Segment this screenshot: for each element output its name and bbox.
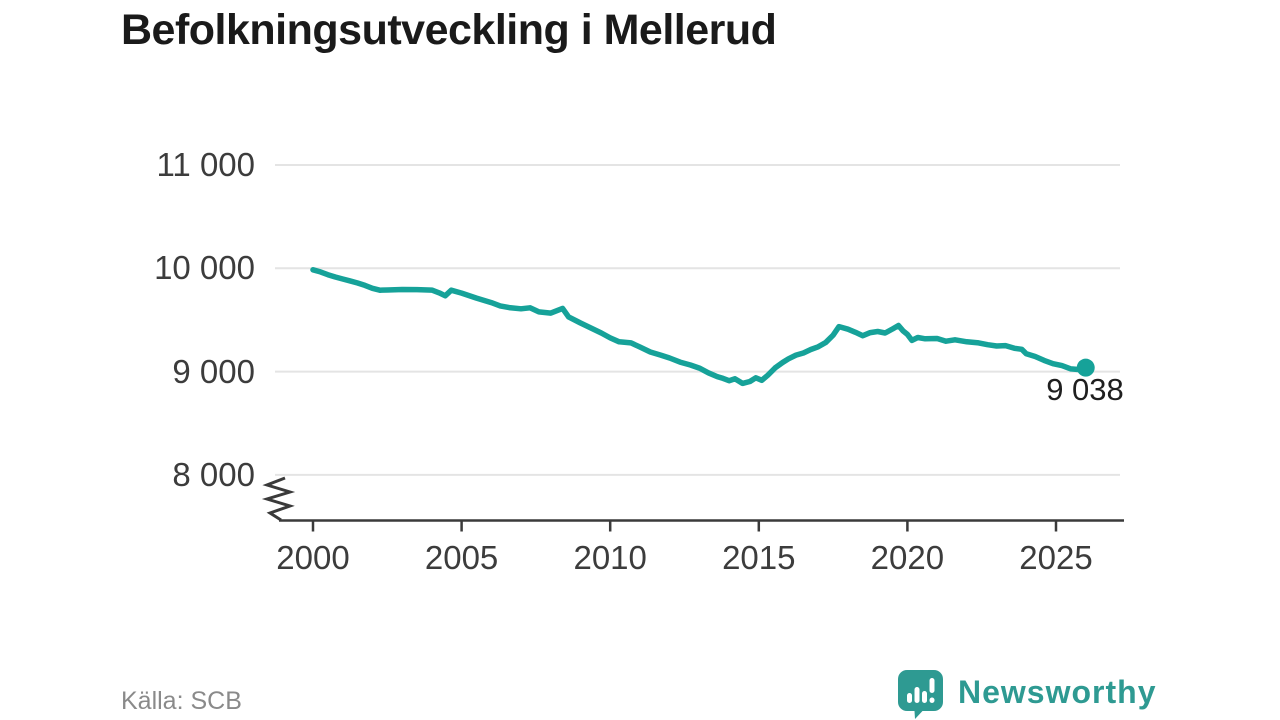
y-axis-tick-label: 10 000	[154, 249, 255, 287]
logo-bubble	[898, 670, 943, 719]
logo-bar-3	[922, 691, 927, 703]
logo-exclamation-dot	[929, 697, 935, 703]
x-axis-tick-label: 2015	[722, 539, 796, 576]
x-axis-tick-label: 2010	[573, 539, 647, 576]
y-axis-tick-label: 11 000	[156, 146, 255, 183]
latest-value-label: 9 038	[1046, 372, 1124, 407]
x-axis-tick-label: 2005	[424, 539, 499, 576]
newsworthy-brand: Newsworthy	[897, 669, 1156, 719]
latest-value-dot	[1076, 358, 1095, 377]
population-line	[310, 267, 1089, 387]
source-label: Källa: SCB	[121, 687, 242, 715]
logo-bar-1	[907, 693, 912, 703]
newsworthy-logo-icon	[898, 670, 943, 719]
logo-exclamation-bar	[929, 678, 935, 693]
y-axis-tick-label: 8 000	[172, 455, 255, 493]
newsworthy-wordmark: Newsworthy	[958, 673, 1157, 710]
x-axis-tick-label: 2000	[276, 539, 350, 576]
y-axis-tick-label: 9 000	[172, 352, 255, 390]
axis-break-icon	[261, 476, 296, 522]
chart-title: Befolkningsutveckling i Mellerud	[121, 6, 777, 54]
x-axis-tick-label: 2025	[1019, 539, 1093, 576]
logo-bar-2	[914, 687, 920, 703]
x-axis-tick-label: 2020	[870, 539, 945, 576]
